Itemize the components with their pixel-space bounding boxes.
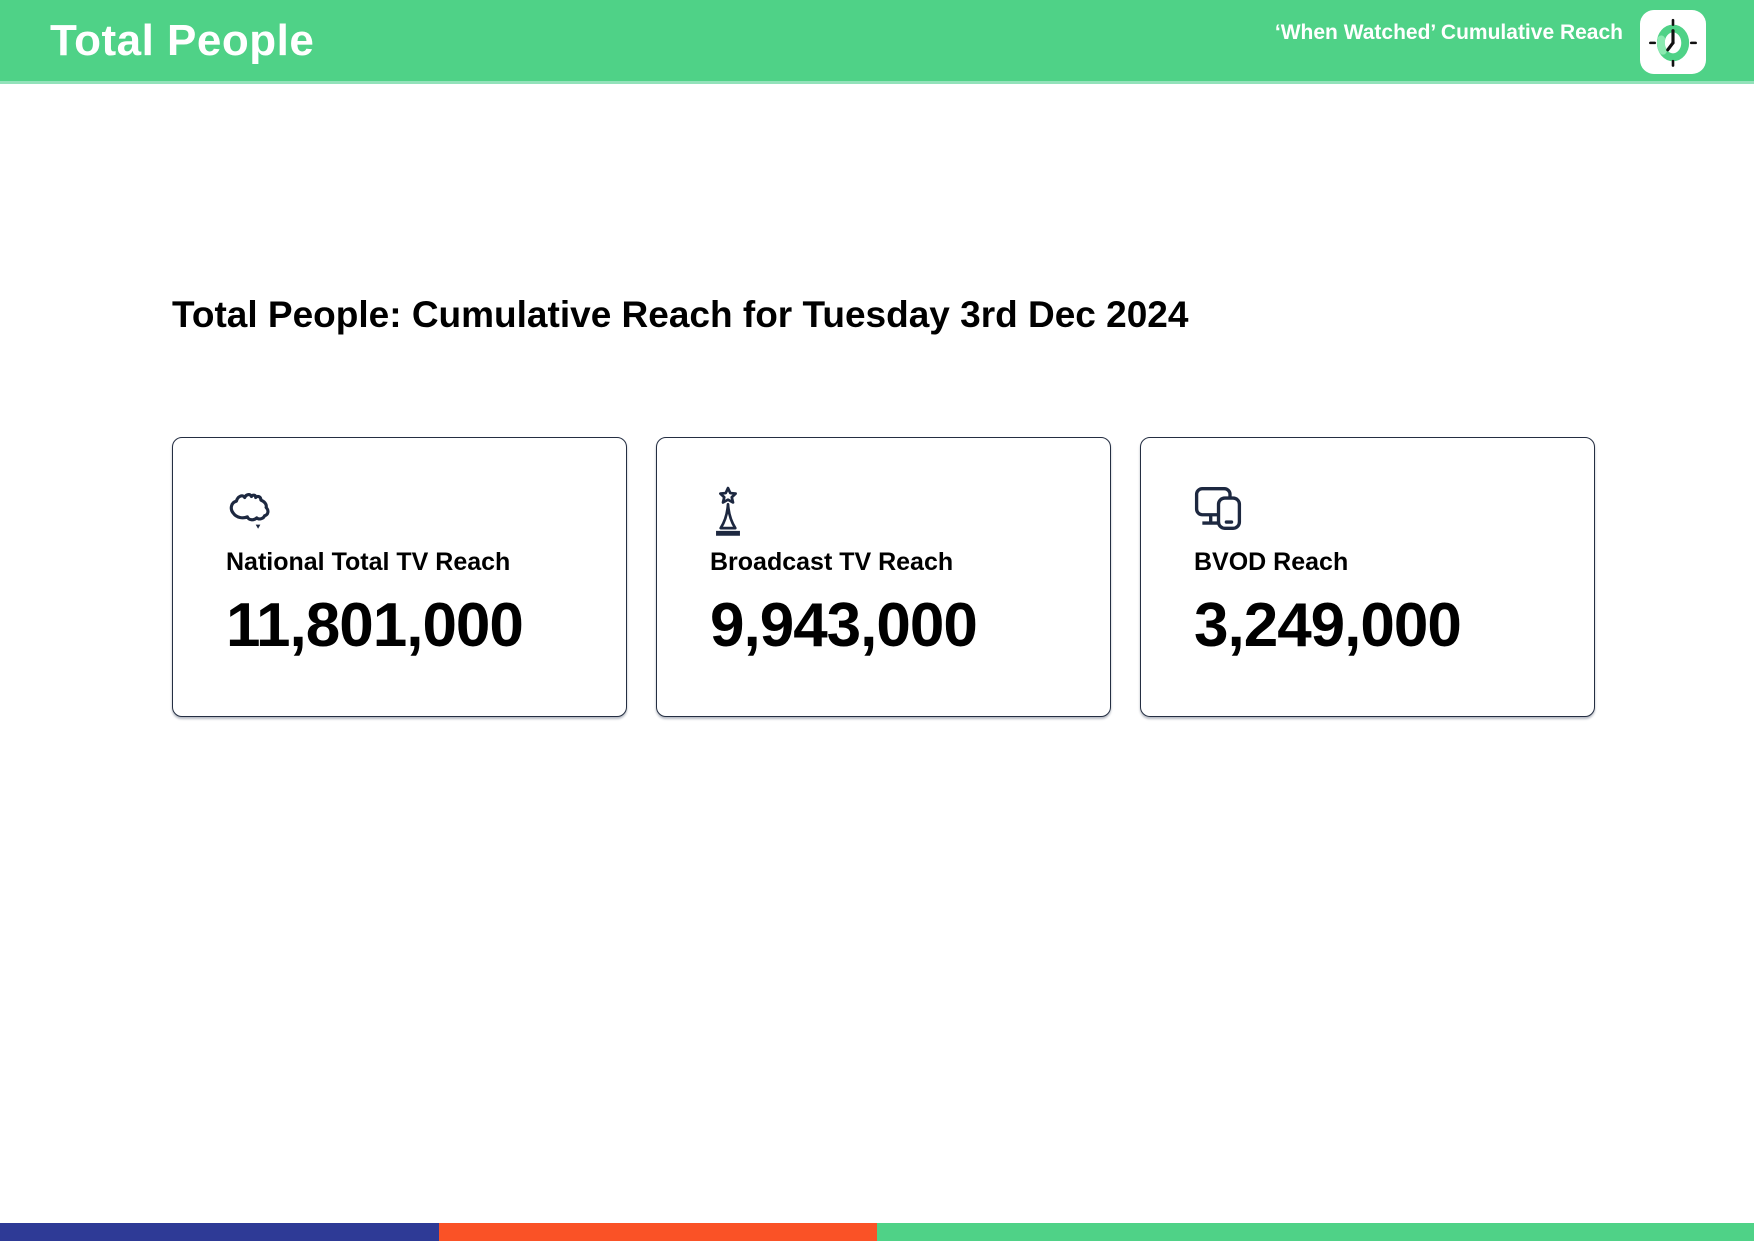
broadcast-tower-icon: [710, 486, 1090, 538]
footer-segment-orange: [438, 1223, 877, 1241]
kpi-cards-row: National Total TV Reach 11,801,000 Broad…: [172, 437, 1595, 717]
footer-segment-navy: [0, 1223, 439, 1241]
devices-icon: [1194, 486, 1574, 538]
card-label: BVOD Reach: [1194, 548, 1349, 576]
card-label: National Total TV Reach: [226, 548, 511, 576]
card-value: 9,943,000: [710, 591, 978, 660]
header-right-group: ‘When Watched’ Cumulative Reach: [1275, 0, 1706, 84]
card-national-total-tv-reach: National Total TV Reach 11,801,000: [172, 437, 627, 717]
section-heading: Total People: Cumulative Reach for Tuesd…: [172, 294, 1189, 335]
header-bar: Total People ‘When Watched’ Cumulative R…: [0, 0, 1754, 84]
card-broadcast-tv-reach: Broadcast TV Reach 9,943,000: [656, 437, 1111, 717]
footer-segment-green: [877, 1223, 1754, 1241]
card-bvod-reach: BVOD Reach 3,249,000: [1140, 437, 1595, 717]
card-label: Broadcast TV Reach: [710, 548, 954, 576]
card-value: 11,801,000: [226, 591, 524, 660]
clock-icon: [1640, 10, 1706, 74]
page-title: Total People: [50, 15, 315, 65]
header-subtitle: ‘When Watched’ Cumulative Reach: [1274, 21, 1623, 44]
card-value: 3,249,000: [1194, 591, 1462, 660]
footer-bar: [0, 1223, 1754, 1241]
australia-map-icon: [226, 486, 606, 538]
